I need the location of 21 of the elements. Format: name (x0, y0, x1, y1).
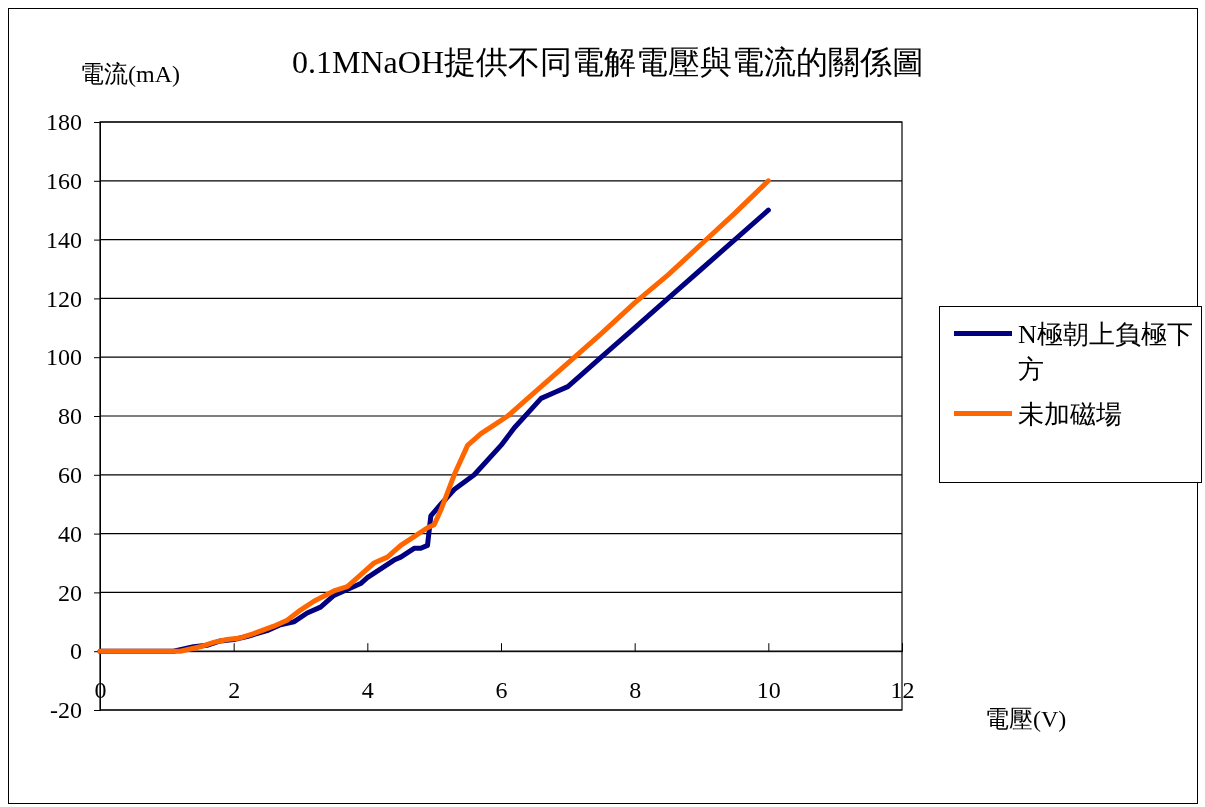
y-axis-title: 電流(mA) (80, 61, 180, 87)
legend-label: 未加磁場 (1018, 399, 1122, 431)
chart-title: 0.1MNaOH提供不同電解電壓與電流的關係圖 (292, 44, 924, 80)
y-tick-label: 140 (46, 226, 82, 253)
x-axis-title: 電壓(V) (985, 706, 1067, 732)
y-tick-label: 160 (46, 167, 82, 194)
y-tick-label: -20 (50, 697, 82, 724)
x-tick-label: 2 (228, 677, 241, 703)
x-tick-label: 4 (361, 677, 374, 703)
x-tick-label: 10 (756, 677, 781, 703)
y-tick-label: 120 (46, 285, 82, 312)
x-tick-label: 6 (495, 677, 508, 703)
y-tick-label: 20 (58, 579, 82, 606)
y-tick-label: 100 (46, 344, 82, 371)
x-tick-label: 8 (629, 677, 642, 703)
y-tick-label: 80 (58, 403, 82, 430)
legend-label: N極朝上負極下方 (1018, 319, 1193, 386)
y-tick-label: 40 (58, 520, 82, 547)
y-tick-label: 60 (58, 461, 82, 488)
y-tick-label: 0 (70, 638, 82, 665)
y-tick-label: 180 (46, 109, 82, 136)
